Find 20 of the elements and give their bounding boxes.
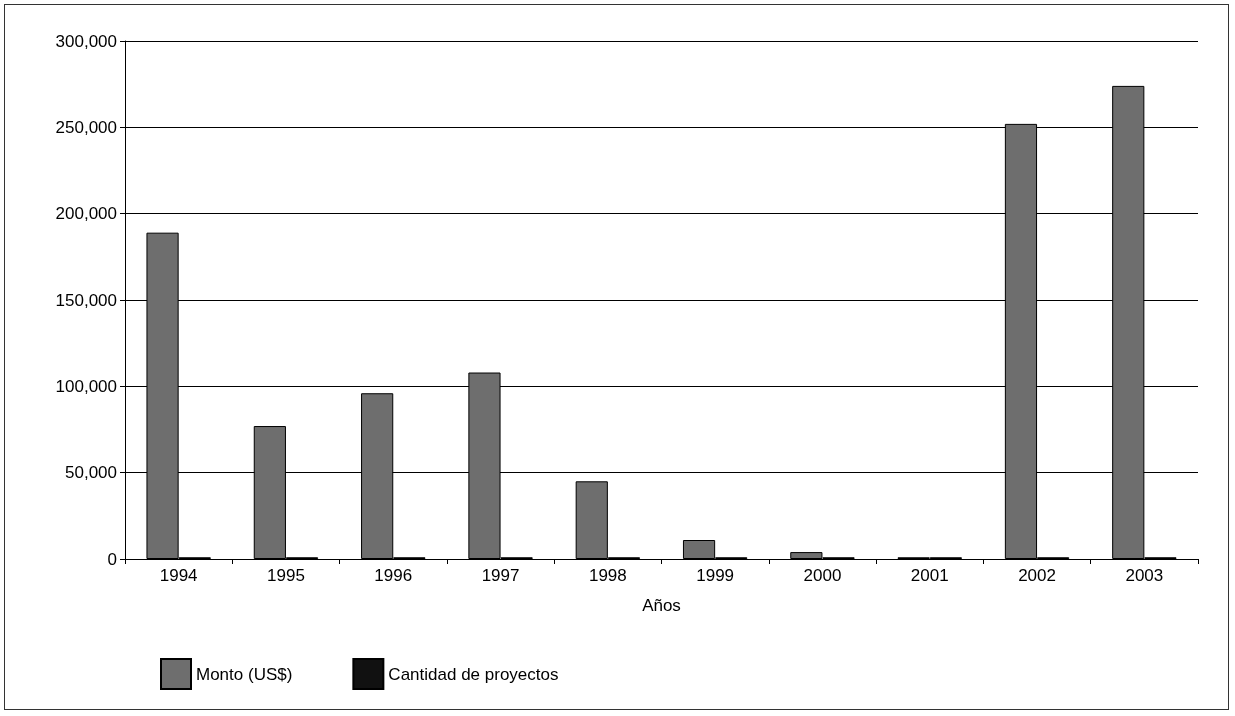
x-tick-label: 1994 [159,566,198,585]
y-tick-label: 150,000 [55,290,117,310]
x-axis-title: Años [642,596,681,615]
legend-label: Cantidad de proyectos [388,664,559,684]
x-tick-label: 1997 [481,566,520,585]
legend-label: Monto (US$) [196,664,293,684]
x-tick-label: 1996 [374,566,413,585]
y-tick-label: 300,000 [55,31,117,51]
x-tick-label: 2003 [1125,566,1164,585]
y-tick-label: 250,000 [55,117,117,137]
y-tick-label: 50,000 [65,463,117,483]
y-tick-label: 200,000 [55,204,117,224]
x-tick-label: 2000 [803,566,842,585]
x-tick-label: 1998 [588,566,627,585]
y-tick-label: 0 [107,549,117,569]
y-tick-label: 100,000 [55,376,117,396]
x-tick-label: 2002 [1018,566,1056,585]
x-tick-label: 1999 [696,566,735,585]
x-tick-label: 2001 [910,566,949,585]
x-tick-label: 1995 [267,566,305,585]
